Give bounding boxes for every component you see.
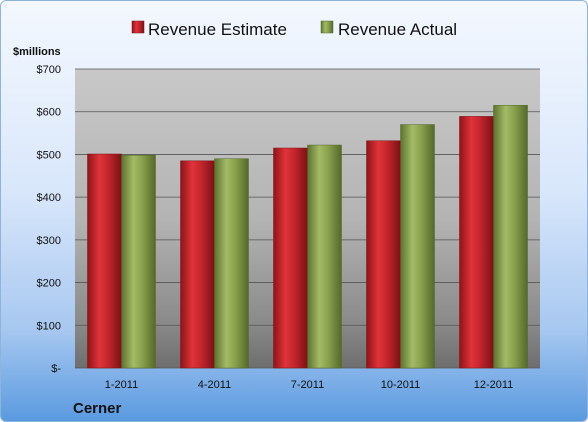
y-axis-ticks: $- $100 $200 $300 $400 $500 $600 $700 xyxy=(37,64,62,375)
company-name: Cerner xyxy=(73,400,122,417)
y-axis-unit-label: $millions xyxy=(13,46,61,58)
bar-revenue-estimate-7-2011 xyxy=(273,147,308,369)
bar-revenue-actual-4-2011 xyxy=(214,158,249,369)
legend: Revenue Estimate Revenue Actual xyxy=(131,20,457,39)
y-tick-label: $700 xyxy=(37,64,61,76)
y-tick-label: $- xyxy=(51,363,61,375)
legend-label-revenue-actual: Revenue Actual xyxy=(338,20,457,39)
y-tick-label: $300 xyxy=(37,235,61,247)
bars xyxy=(87,105,528,369)
bar-revenue-actual-12-2011 xyxy=(493,105,528,369)
x-axis-ticks: 1-2011 4-2011 7-2011 10-2011 12-2011 xyxy=(105,379,514,391)
bar-revenue-actual-10-2011 xyxy=(400,124,435,369)
y-tick-label: $200 xyxy=(37,278,61,290)
legend-swatch-revenue-estimate xyxy=(131,20,145,34)
x-tick-label: 4-2011 xyxy=(198,379,231,391)
x-tick-label: 12-2011 xyxy=(474,379,514,391)
legend-swatch-revenue-actual xyxy=(320,20,334,34)
bar-revenue-estimate-1-2011 xyxy=(87,153,122,369)
y-tick-label: $500 xyxy=(37,149,61,161)
y-tick-label: $400 xyxy=(37,192,61,204)
bar-revenue-actual-7-2011 xyxy=(307,144,342,369)
bar-revenue-estimate-12-2011 xyxy=(459,116,494,369)
bar-revenue-estimate-4-2011 xyxy=(180,160,215,369)
x-tick-label: 1-2011 xyxy=(105,379,138,391)
y-tick-label: $100 xyxy=(37,320,61,332)
legend-label-revenue-estimate: Revenue Estimate xyxy=(148,20,287,39)
x-tick-label: 10-2011 xyxy=(381,379,421,391)
bar-revenue-estimate-10-2011 xyxy=(366,140,401,369)
y-tick-label: $600 xyxy=(37,107,61,119)
bar-revenue-actual-1-2011 xyxy=(121,155,156,369)
x-tick-label: 7-2011 xyxy=(291,379,324,391)
